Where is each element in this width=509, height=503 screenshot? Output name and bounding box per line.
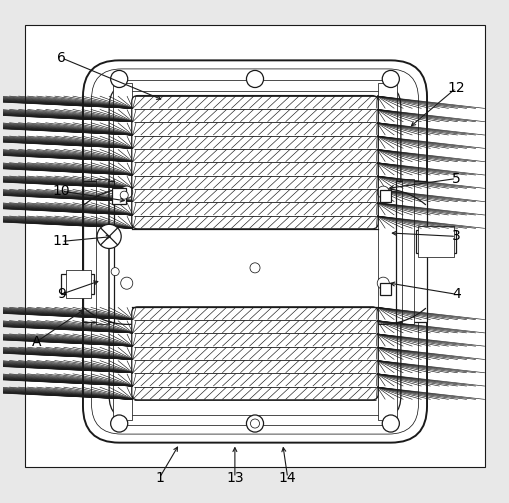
Text: 6: 6 — [57, 51, 66, 65]
Bar — [113, 83, 132, 420]
Text: 12: 12 — [446, 81, 464, 95]
Circle shape — [377, 277, 388, 289]
Text: 10: 10 — [52, 184, 70, 198]
Circle shape — [246, 415, 263, 432]
FancyBboxPatch shape — [109, 83, 400, 420]
Circle shape — [111, 268, 119, 276]
Bar — [401, 179, 414, 324]
Circle shape — [382, 415, 399, 432]
Text: 4: 4 — [451, 287, 460, 301]
Bar — [95, 179, 108, 324]
Bar — [114, 80, 395, 91]
Bar — [114, 415, 395, 425]
FancyBboxPatch shape — [131, 96, 378, 229]
Text: 1: 1 — [155, 471, 163, 485]
Circle shape — [382, 70, 399, 88]
Bar — [379, 190, 390, 202]
Circle shape — [121, 186, 132, 198]
Text: 13: 13 — [225, 471, 243, 485]
Circle shape — [377, 186, 388, 198]
Circle shape — [121, 277, 132, 289]
FancyBboxPatch shape — [83, 60, 426, 443]
Circle shape — [110, 415, 127, 432]
Text: 14: 14 — [278, 471, 296, 485]
Bar — [377, 83, 396, 420]
Bar — [395, 181, 426, 322]
Bar — [418, 226, 453, 257]
Circle shape — [246, 70, 263, 88]
Bar — [61, 274, 94, 294]
Bar — [131, 229, 378, 307]
Text: 11: 11 — [52, 234, 70, 248]
Bar — [24, 25, 485, 467]
Text: A: A — [32, 335, 41, 349]
Circle shape — [97, 224, 121, 248]
Circle shape — [110, 70, 127, 88]
Bar — [83, 181, 114, 322]
Circle shape — [249, 263, 260, 273]
Bar — [66, 270, 90, 298]
Bar — [111, 188, 126, 204]
Text: 9: 9 — [57, 287, 66, 301]
Text: 3: 3 — [451, 229, 460, 243]
FancyBboxPatch shape — [131, 307, 378, 400]
Circle shape — [250, 419, 259, 428]
Bar — [379, 283, 390, 295]
Text: 5: 5 — [451, 172, 460, 186]
Circle shape — [120, 191, 128, 199]
Bar — [113, 190, 124, 202]
Bar — [415, 230, 456, 253]
